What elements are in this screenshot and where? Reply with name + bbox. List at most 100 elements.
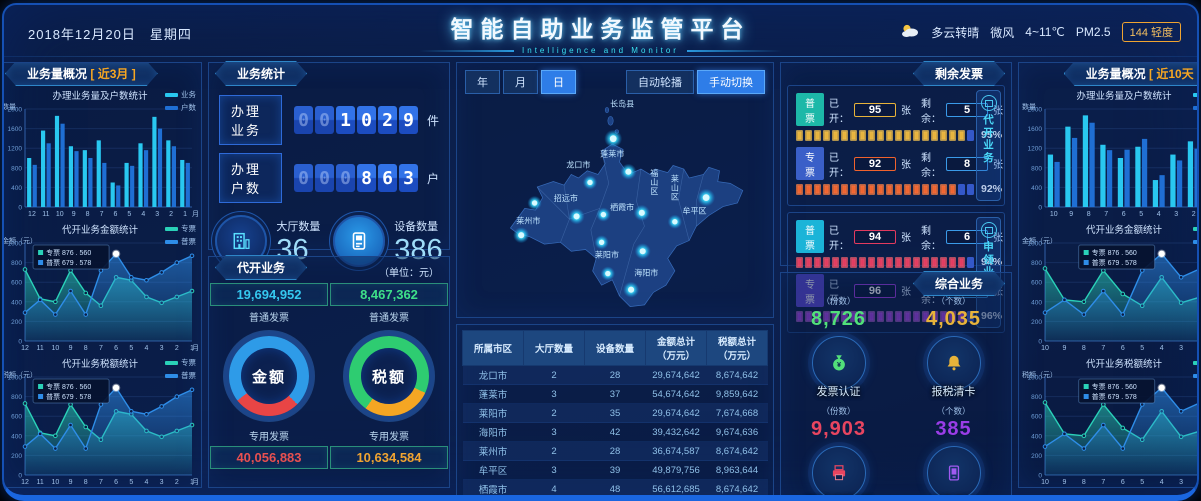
table-cell: 3 [524,461,585,480]
composite-unit-label: （个数） [936,295,970,307]
progress-segment [949,130,956,141]
legend-item[interactable]: 业务 [1193,89,1199,100]
svg-text:1: 1 [183,211,187,218]
table-cell: 4 [524,480,585,499]
legend-swatch [165,93,178,97]
svg-text:6: 6 [114,479,118,486]
svg-text:5: 5 [129,479,133,486]
map-dot[interactable] [569,208,585,224]
top-value-box: 8,467,362 [330,283,448,306]
legend-item[interactable]: 专票 [1193,223,1199,234]
page-title: 智能自助业务监管平台 [361,10,841,44]
city-label: 蓬莱市 [600,149,624,159]
map-dot[interactable] [623,282,639,298]
map-dot[interactable] [583,175,597,189]
time-button-月[interactable]: 月 [503,70,538,94]
legend-item[interactable]: 普票 [1193,236,1199,247]
legend-item[interactable]: 专票 [165,223,196,234]
map-dot[interactable] [527,196,541,210]
map-dot[interactable] [513,227,529,243]
legend-item[interactable]: 普票 [1193,370,1199,381]
svg-text:10: 10 [1041,479,1049,486]
region-map[interactable]: 长岛县蓬莱市龙口市招远市莱州市栖霞市牟平区莱阳市海阳市福山区莱山区 [463,94,767,312]
map-dot[interactable] [594,235,608,249]
legend-label: 普票 [181,236,196,247]
legend-item[interactable]: 普票 [165,236,196,247]
map-dot[interactable] [596,207,610,221]
legend-item[interactable]: 户数 [165,102,196,113]
mode-button[interactable]: 手动切换 [697,70,765,94]
legend-item[interactable]: 业务 [165,89,196,100]
invoice-tab-char: 务 [983,152,994,165]
svg-text:600: 600 [1031,414,1042,421]
invoice-icon [981,222,997,238]
svg-text:2: 2 [175,345,179,352]
table-cell: 2 [524,404,585,423]
progress-segment [931,257,938,268]
svg-text:1600: 1600 [8,126,23,133]
progress-segment [868,257,875,268]
composite-item: （份数）8,726¥发票认证 [781,295,896,399]
svg-text:4: 4 [145,345,149,352]
map-dot[interactable] [604,130,622,148]
chart-area-tax-right: 代开业务税额统计专票普票税额（元）02004006008001000109876… [1019,353,1199,487]
legend-item[interactable]: 专票 [165,357,196,368]
svg-text:6: 6 [1121,479,1125,486]
svg-text:12: 12 [21,345,29,352]
progress-segment [913,257,920,268]
svg-text:普票 679 . 578: 普票 679 . 578 [46,258,91,267]
time-button-日[interactable]: 日 [541,70,576,94]
chart-legend: 专票普票 [165,357,196,381]
remain-label: 剩余： [921,222,941,252]
map-dot[interactable] [668,215,682,229]
svg-text:600: 600 [11,280,22,287]
donut-ring: 金额 [229,336,309,416]
invoice-tab-char: 开 [983,127,994,140]
svg-text:10: 10 [51,479,59,486]
city-label: 莱山区 [671,174,679,202]
table-cell: 8,674,642 [707,366,768,385]
city-label: 福山区 [650,169,658,196]
legend-item[interactable]: 专票 [1193,357,1199,368]
progress-segment [859,130,866,141]
composite-item: （份数）9,903完税证明打印 [781,405,896,501]
table-cell: 2 [524,442,585,461]
mode-button[interactable]: 自动轮播 [626,70,694,94]
chart-canvas: 金额（元）0200400600800100010987654321专票 876 … [1019,235,1199,355]
printed-label: 已开： [829,149,849,179]
header: 2018年12月20日 星期四 智能自助业务监管平台 Intelligence … [4,5,1197,57]
legend-swatch [1193,240,1199,244]
map-dot[interactable] [635,243,651,259]
map-dot[interactable] [634,205,650,221]
legend-item[interactable]: 普票 [165,370,196,381]
svg-text:1000: 1000 [8,375,23,382]
svg-text:2: 2 [175,479,179,486]
svg-text:普票 679 . 578: 普票 679 . 578 [1092,258,1137,267]
progress-segment [868,184,875,195]
table-cell: 39,432,642 [646,423,707,442]
map-dot[interactable] [620,164,636,180]
progress-segment [805,257,812,268]
chart-area-amount-right: 代开业务金额统计专票普票金额（元）02004006008001000109876… [1019,219,1199,353]
legend-label: 户数 [181,102,196,113]
counter-digit: 9 [399,106,418,134]
counter-digit: 1 [336,106,355,134]
progress-segment [940,257,947,268]
printed-label: 已开： [829,95,849,125]
invoice-side-tab[interactable]: 代开业务 [976,90,1001,201]
map-dot[interactable] [601,266,615,280]
svg-text:800: 800 [11,394,22,401]
svg-text:800: 800 [1031,260,1042,267]
map-dot[interactable] [697,189,715,207]
svg-text:1000: 1000 [1028,241,1043,248]
svg-text:800: 800 [11,165,22,172]
time-button-年[interactable]: 年 [465,70,500,94]
progress-segment [877,184,884,195]
legend-item[interactable]: 户数 [1193,102,1199,113]
